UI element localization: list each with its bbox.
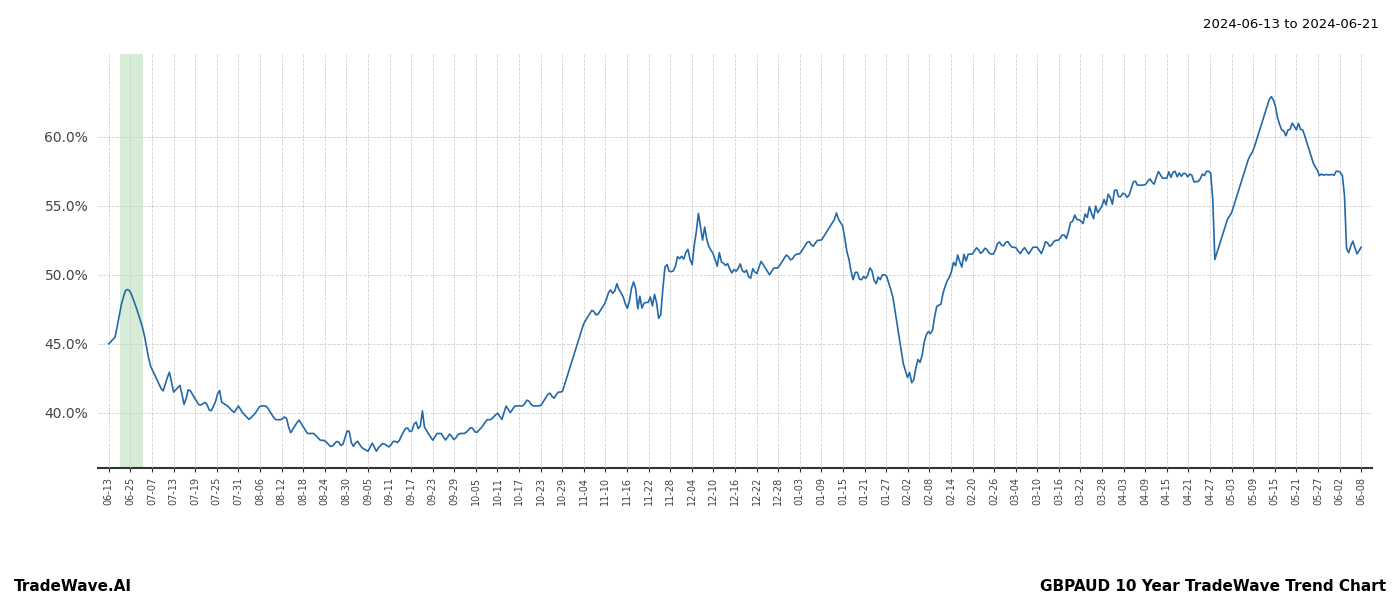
Text: 2024-06-13 to 2024-06-21: 2024-06-13 to 2024-06-21 [1203, 18, 1379, 31]
Text: GBPAUD 10 Year TradeWave Trend Chart: GBPAUD 10 Year TradeWave Trend Chart [1040, 579, 1386, 594]
Bar [119, 54, 143, 468]
Text: TradeWave.AI: TradeWave.AI [14, 579, 132, 594]
